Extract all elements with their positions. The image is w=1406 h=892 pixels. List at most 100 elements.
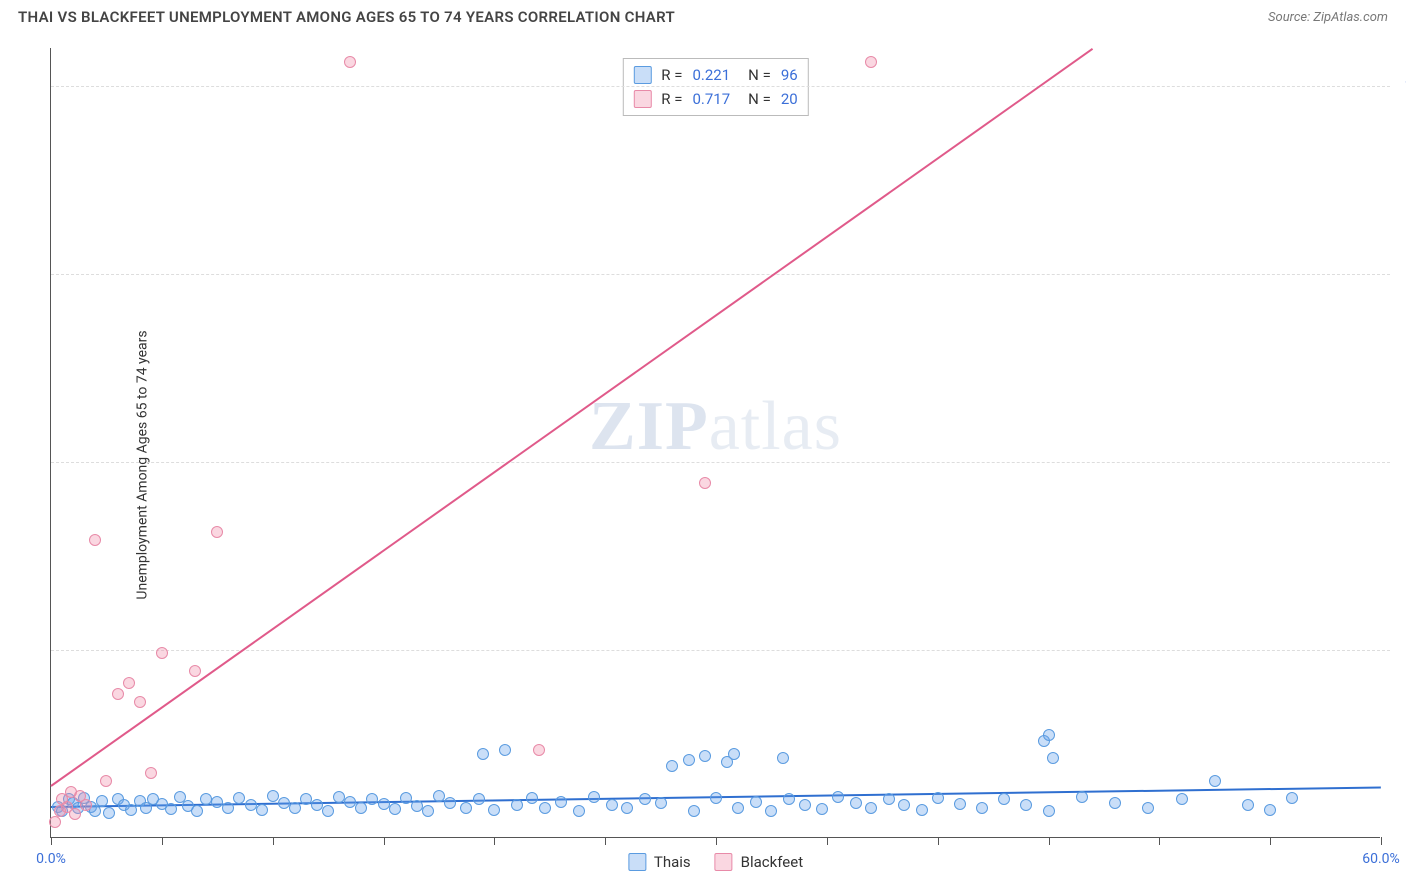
- data-point: [80, 799, 92, 811]
- stat-legend-row: R = 0.717N = 20: [633, 87, 797, 111]
- chart-container: Unemployment Among Ages 65 to 74 years Z…: [0, 38, 1406, 892]
- x-tick: [605, 837, 606, 845]
- data-point: [783, 793, 795, 805]
- gridline: [51, 650, 1390, 651]
- x-tick: [494, 837, 495, 845]
- data-point: [799, 799, 811, 811]
- data-point: [400, 792, 412, 804]
- data-point: [898, 799, 910, 811]
- data-point: [103, 807, 115, 819]
- data-point: [156, 647, 168, 659]
- data-point: [322, 805, 334, 817]
- stat-r-value: 0.221: [692, 63, 730, 87]
- data-point: [533, 744, 545, 756]
- data-point: [666, 760, 678, 772]
- data-point: [832, 791, 844, 803]
- data-point: [189, 665, 201, 677]
- stat-n-label: N =: [748, 87, 771, 111]
- data-point: [765, 805, 777, 817]
- data-point: [1209, 775, 1221, 787]
- stat-r-label: R =: [661, 63, 682, 87]
- watermark: ZIPatlas: [589, 387, 842, 467]
- data-point: [1076, 791, 1088, 803]
- data-point: [499, 744, 511, 756]
- data-point: [865, 56, 877, 68]
- data-point: [1286, 792, 1298, 804]
- data-point: [688, 805, 700, 817]
- data-point: [460, 802, 472, 814]
- data-point: [606, 799, 618, 811]
- data-point: [539, 802, 551, 814]
- data-point: [112, 688, 124, 700]
- gridline: [51, 274, 1390, 275]
- legend-swatch: [633, 66, 651, 84]
- data-point: [683, 754, 695, 766]
- data-point: [655, 797, 667, 809]
- data-point: [200, 793, 212, 805]
- data-point: [344, 56, 356, 68]
- x-tick: [384, 837, 385, 845]
- stat-n-value: 20: [781, 87, 798, 111]
- data-point: [1242, 799, 1254, 811]
- x-tick: [716, 837, 717, 845]
- data-point: [865, 802, 877, 814]
- x-tick: [827, 837, 828, 845]
- data-point: [191, 805, 203, 817]
- legend-item: Blackfeet: [715, 853, 803, 871]
- data-point: [267, 790, 279, 802]
- data-point: [49, 816, 61, 828]
- gridline: [51, 86, 1390, 87]
- data-point: [588, 791, 600, 803]
- stat-r-label: R =: [661, 87, 682, 111]
- data-point: [699, 477, 711, 489]
- legend-label: Thais: [654, 853, 691, 871]
- data-point: [1047, 752, 1059, 764]
- data-point: [732, 802, 744, 814]
- x-tick: [273, 837, 274, 845]
- data-point: [1142, 802, 1154, 814]
- data-point: [96, 795, 108, 807]
- data-point: [699, 750, 711, 762]
- data-point: [883, 793, 895, 805]
- trend-line: [50, 48, 1093, 787]
- data-point: [233, 792, 245, 804]
- data-point: [125, 804, 137, 816]
- x-tick-label: 0.0%: [36, 851, 66, 867]
- legend-swatch: [715, 853, 733, 871]
- data-point: [976, 802, 988, 814]
- data-point: [816, 803, 828, 815]
- data-point: [145, 767, 157, 779]
- data-point: [639, 793, 651, 805]
- data-point: [211, 526, 223, 538]
- data-point: [300, 793, 312, 805]
- data-point: [473, 793, 485, 805]
- data-point: [289, 802, 301, 814]
- data-point: [389, 803, 401, 815]
- stat-legend-row: R = 0.221N = 96: [633, 63, 797, 87]
- data-point: [932, 792, 944, 804]
- data-point: [710, 792, 722, 804]
- data-point: [511, 799, 523, 811]
- data-point: [89, 534, 101, 546]
- data-point: [355, 802, 367, 814]
- data-point: [222, 802, 234, 814]
- x-tick: [1049, 837, 1050, 845]
- x-tick: [51, 837, 52, 845]
- x-tick: [938, 837, 939, 845]
- data-point: [850, 797, 862, 809]
- data-point: [1043, 729, 1055, 741]
- x-tick: [162, 837, 163, 845]
- data-point: [1264, 804, 1276, 816]
- data-point: [134, 696, 146, 708]
- data-point: [954, 798, 966, 810]
- legend-label: Blackfeet: [741, 853, 803, 871]
- stat-legend: R = 0.221N = 96R = 0.717N = 20: [622, 58, 808, 116]
- data-point: [777, 752, 789, 764]
- data-point: [1109, 797, 1121, 809]
- gridline: [51, 462, 1390, 463]
- stat-n-label: N =: [748, 63, 771, 87]
- legend-item: Thais: [628, 853, 691, 871]
- data-point: [621, 802, 633, 814]
- data-point: [477, 748, 489, 760]
- data-point: [526, 792, 538, 804]
